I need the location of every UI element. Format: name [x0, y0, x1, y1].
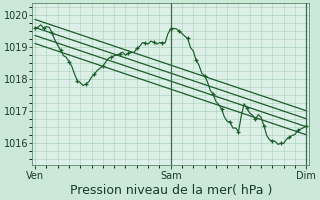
X-axis label: Pression niveau de la mer( hPa ): Pression niveau de la mer( hPa )	[69, 184, 272, 197]
